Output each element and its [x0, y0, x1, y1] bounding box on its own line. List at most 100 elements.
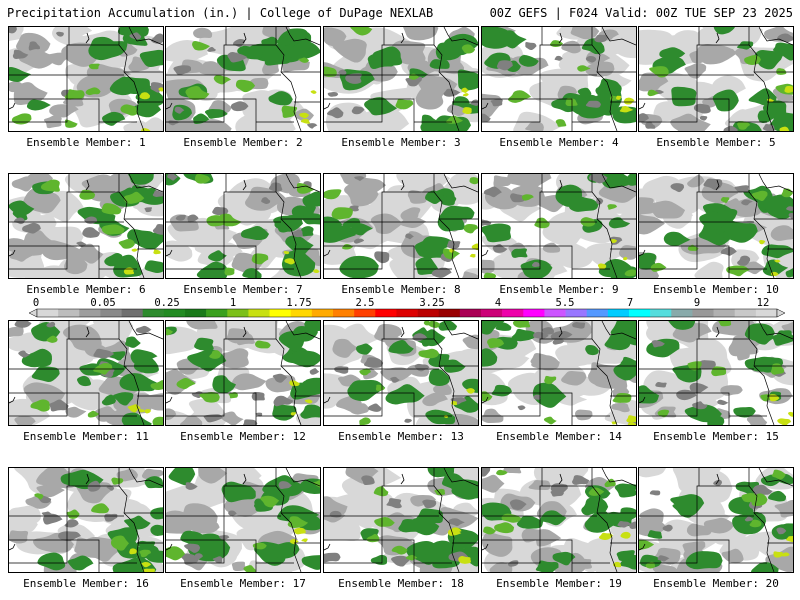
precip-region — [52, 27, 93, 46]
lake-outline — [242, 473, 247, 485]
state-boundary — [758, 27, 793, 46]
precipitation-field — [9, 27, 163, 131]
colorbar-tick-label: 7 — [626, 297, 634, 309]
precip-region — [585, 61, 615, 77]
precip-region — [438, 321, 458, 331]
colorbar-tick-label: 4 — [494, 297, 502, 309]
precip-region — [466, 388, 475, 394]
precip-region — [56, 31, 64, 37]
precip-region — [385, 384, 425, 405]
precip-region — [268, 182, 283, 192]
precip-region — [166, 326, 204, 355]
precip-region — [639, 468, 666, 478]
precip-region — [139, 92, 150, 100]
colorbar-swatch — [692, 309, 714, 317]
state-boundary — [601, 468, 636, 487]
precip-region — [482, 113, 491, 122]
state-boundary — [128, 468, 163, 487]
state-boundary — [482, 369, 541, 417]
precip-region — [144, 409, 151, 414]
precip-region — [577, 87, 592, 98]
precip-region — [324, 552, 341, 563]
colorbar-swatch — [565, 309, 588, 317]
precip-region — [309, 368, 320, 375]
ensemble-member-map — [165, 26, 321, 132]
precip-region — [737, 255, 751, 266]
ensemble-member-caption: Ensemble Member: 17 — [165, 577, 321, 590]
state-boundary — [482, 485, 592, 517]
member-number: 4 — [611, 136, 619, 149]
precip-region — [232, 232, 263, 250]
precip-region — [300, 118, 310, 124]
precip-region — [112, 392, 134, 406]
precip-region — [726, 265, 750, 277]
precip-region — [327, 92, 339, 97]
precip-region — [196, 261, 229, 278]
precip-region — [687, 174, 705, 188]
precip-region — [364, 97, 398, 116]
precip-region — [93, 321, 134, 337]
precip-region — [712, 89, 739, 112]
precip-region — [390, 376, 400, 383]
precip-region — [242, 90, 273, 107]
precip-region — [290, 382, 314, 400]
member-label: Ensemble Member: — [23, 430, 136, 443]
state-boundary — [482, 338, 592, 370]
colorbar-swatch — [396, 309, 418, 317]
precip-region — [746, 414, 768, 425]
ensemble-member-caption: Ensemble Member: 6 — [8, 283, 164, 296]
member-label: Ensemble Member: — [26, 136, 139, 149]
precip-region — [332, 38, 367, 63]
state-boundary — [324, 191, 434, 223]
precip-region — [717, 399, 729, 406]
state-boundary — [166, 485, 276, 517]
precip-region — [734, 185, 749, 193]
precip-region — [744, 323, 775, 342]
precip-region — [127, 404, 141, 413]
ensemble-member-caption: Ensemble Member: 5 — [638, 136, 794, 149]
coastline — [324, 396, 331, 404]
colorbar-swatch — [671, 309, 693, 317]
precip-region — [347, 379, 386, 402]
precip-region — [22, 222, 41, 234]
state-boundary — [758, 468, 793, 487]
precip-region — [129, 548, 137, 555]
precip-region — [565, 97, 578, 107]
member-number: 11 — [135, 430, 149, 443]
precip-region — [207, 46, 216, 52]
state-boundary — [601, 174, 636, 193]
precip-region — [549, 40, 563, 47]
precip-region — [422, 499, 437, 509]
precip-region — [42, 513, 63, 525]
state-boundary — [748, 44, 775, 131]
member-number: 7 — [295, 283, 303, 296]
state-boundary — [275, 338, 302, 425]
precip-region — [167, 174, 178, 181]
state-boundary — [758, 174, 793, 193]
ensemble-member-caption: Ensemble Member: 14 — [481, 430, 637, 443]
precip-region — [639, 214, 665, 235]
precipitation-field — [482, 174, 636, 278]
precipitation-field — [482, 27, 636, 131]
ensemble-member-map — [8, 173, 164, 279]
precip-region — [611, 402, 630, 413]
state-boundary — [285, 321, 320, 340]
precip-region — [370, 213, 403, 235]
colorbar-tick-label: 0.05 — [90, 297, 116, 309]
precip-region — [64, 519, 79, 528]
precip-region — [344, 183, 379, 207]
precip-region — [227, 52, 248, 63]
precip-region — [342, 218, 361, 228]
state-boundary — [9, 516, 68, 564]
ensemble-member-map — [323, 26, 479, 132]
precip-region — [301, 555, 320, 570]
precip-region — [243, 419, 258, 425]
precip-region — [714, 47, 734, 58]
coastline — [9, 249, 16, 257]
precip-region — [116, 468, 138, 482]
precip-region — [64, 119, 78, 128]
member-number: 5 — [768, 136, 776, 149]
precip-region — [194, 337, 214, 351]
precip-region — [374, 516, 395, 527]
precip-region — [521, 528, 545, 543]
